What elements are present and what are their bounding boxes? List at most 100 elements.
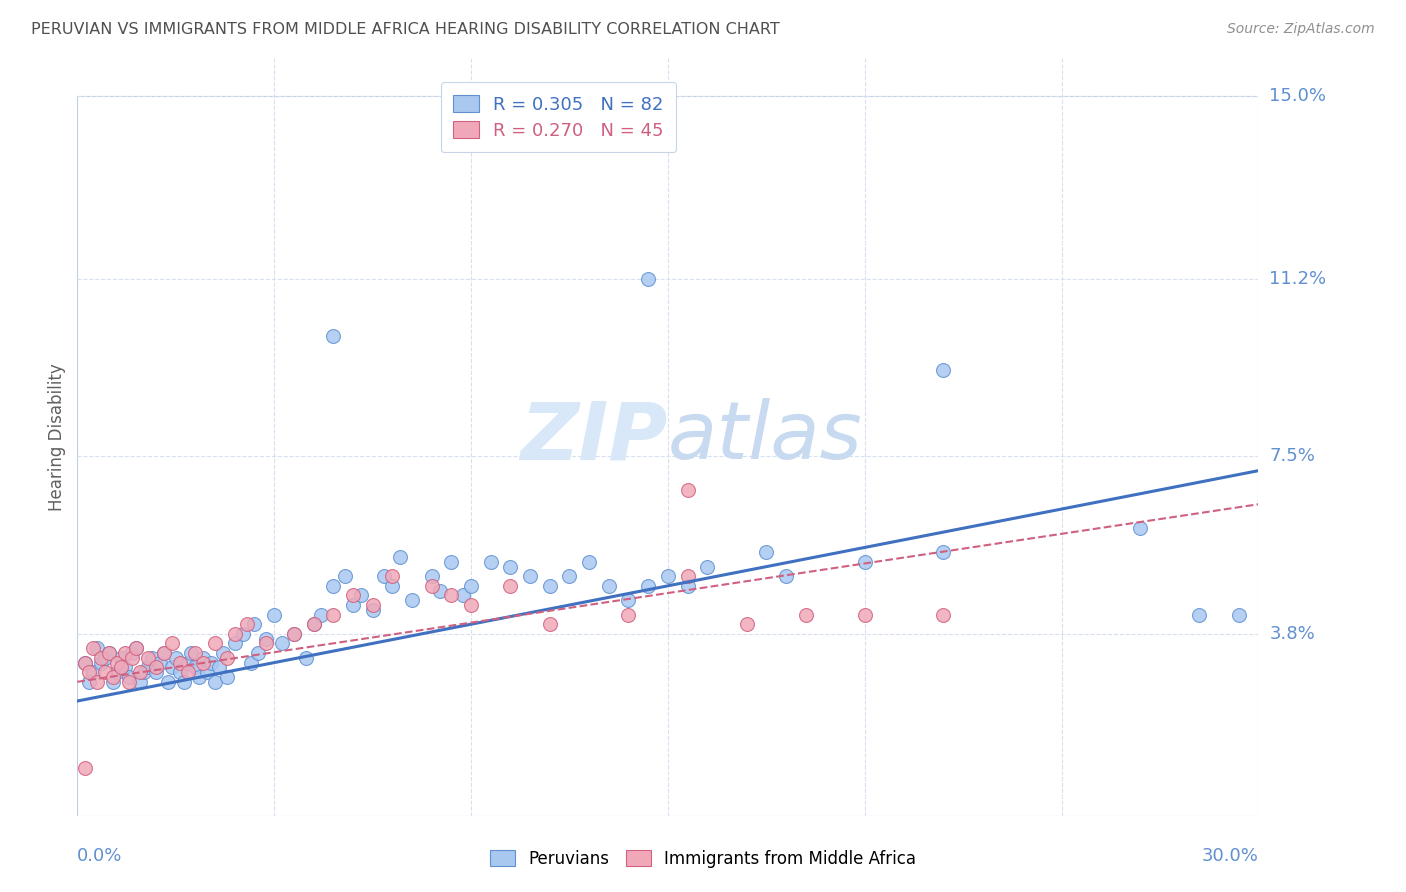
Text: 0.0%: 0.0% xyxy=(77,847,122,864)
Point xyxy=(184,646,207,660)
Point xyxy=(381,569,404,583)
Point xyxy=(598,579,620,593)
Point xyxy=(121,650,143,665)
Point xyxy=(637,579,659,593)
Point xyxy=(247,646,270,660)
Text: PERUVIAN VS IMMIGRANTS FROM MIDDLE AFRICA HEARING DISABILITY CORRELATION CHART: PERUVIAN VS IMMIGRANTS FROM MIDDLE AFRIC… xyxy=(31,22,780,37)
Point xyxy=(361,603,384,617)
Text: Source: ZipAtlas.com: Source: ZipAtlas.com xyxy=(1227,22,1375,37)
Point xyxy=(215,650,238,665)
Point xyxy=(75,656,97,670)
Point xyxy=(125,641,148,656)
Point xyxy=(657,569,679,583)
Point xyxy=(105,665,128,680)
Point xyxy=(153,646,176,660)
Point xyxy=(176,656,198,670)
Point xyxy=(82,641,104,656)
Point xyxy=(271,636,294,650)
Point xyxy=(77,665,100,680)
Point xyxy=(141,650,163,665)
Point xyxy=(121,646,143,660)
Point xyxy=(794,607,817,622)
Point xyxy=(200,656,222,670)
Text: 30.0%: 30.0% xyxy=(1202,847,1258,864)
Point xyxy=(322,607,344,622)
Point xyxy=(322,579,344,593)
Point xyxy=(204,674,226,689)
Point xyxy=(86,641,108,656)
Point xyxy=(101,670,124,684)
Point xyxy=(1129,521,1152,535)
Point xyxy=(145,660,167,674)
Point xyxy=(110,660,132,674)
Point xyxy=(932,545,955,559)
Point xyxy=(342,589,364,603)
Point xyxy=(114,660,136,674)
Point xyxy=(617,607,640,622)
Point xyxy=(94,650,117,665)
Point xyxy=(696,559,718,574)
Point xyxy=(160,636,183,650)
Point xyxy=(420,579,443,593)
Point xyxy=(775,569,797,583)
Point xyxy=(156,674,179,689)
Point xyxy=(342,598,364,612)
Legend: R = 0.305   N = 82, R = 0.270   N = 45: R = 0.305 N = 82, R = 0.270 N = 45 xyxy=(440,82,676,153)
Point xyxy=(105,656,128,670)
Point xyxy=(932,607,955,622)
Point xyxy=(195,665,218,680)
Point xyxy=(169,656,191,670)
Point xyxy=(451,589,474,603)
Point xyxy=(479,555,502,569)
Point xyxy=(538,579,561,593)
Point xyxy=(460,598,482,612)
Point xyxy=(212,646,235,660)
Point xyxy=(208,660,231,674)
Point xyxy=(97,646,120,660)
Point xyxy=(160,660,183,674)
Point xyxy=(499,579,522,593)
Point xyxy=(350,589,373,603)
Point xyxy=(75,761,97,775)
Point xyxy=(499,559,522,574)
Point xyxy=(239,656,262,670)
Point xyxy=(232,627,254,641)
Point xyxy=(125,641,148,656)
Point xyxy=(224,627,246,641)
Point xyxy=(637,271,659,285)
Point xyxy=(283,627,305,641)
Point xyxy=(676,483,699,497)
Point xyxy=(173,674,195,689)
Point xyxy=(188,670,211,684)
Text: 7.5%: 7.5% xyxy=(1270,447,1316,466)
Point xyxy=(381,579,404,593)
Point xyxy=(169,665,191,680)
Text: ZIP: ZIP xyxy=(520,398,668,476)
Point xyxy=(136,650,159,665)
Point xyxy=(373,569,395,583)
Point xyxy=(735,617,758,632)
Point xyxy=(193,650,215,665)
Point xyxy=(401,593,423,607)
Point xyxy=(389,549,412,564)
Point xyxy=(460,579,482,593)
Point xyxy=(204,636,226,650)
Point xyxy=(90,656,112,670)
Point xyxy=(676,579,699,593)
Point xyxy=(558,569,581,583)
Point xyxy=(676,569,699,583)
Point xyxy=(617,593,640,607)
Y-axis label: Hearing Disability: Hearing Disability xyxy=(48,363,66,511)
Point xyxy=(215,670,238,684)
Point xyxy=(420,569,443,583)
Text: atlas: atlas xyxy=(668,398,863,476)
Point xyxy=(254,636,277,650)
Point xyxy=(134,665,156,680)
Point xyxy=(333,569,356,583)
Point xyxy=(283,627,305,641)
Point xyxy=(1188,607,1211,622)
Point xyxy=(176,665,198,680)
Point xyxy=(184,660,207,674)
Point xyxy=(429,583,451,598)
Legend: Peruvians, Immigrants from Middle Africa: Peruvians, Immigrants from Middle Africa xyxy=(484,844,922,875)
